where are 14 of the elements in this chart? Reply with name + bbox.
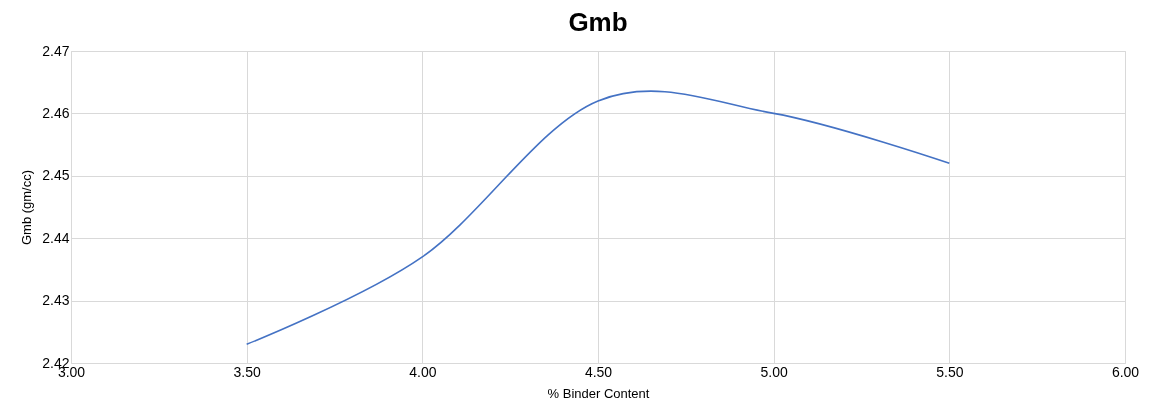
x-tick-label: 3.50 [233,363,261,380]
x-tick-label: 6.00 [1111,363,1140,380]
y-axis-title: Gmb (gm/cc) [19,169,35,246]
x-tick-label: 4.50 [584,363,613,380]
x-tick-label: 5.00 [760,363,788,380]
y-tick-label: 2.46 [42,104,70,121]
x-axis-title: % Binder Content [547,385,650,401]
y-tick-label: 2.47 [42,42,70,59]
x-tick-label: 4.00 [409,363,437,380]
y-tick-label: 2.44 [42,229,70,246]
y-tick-label: 2.43 [42,292,70,309]
y-tick-label: 2.45 [42,167,70,184]
x-tick-label: 5.50 [936,363,964,380]
chart-title: Gmb [568,7,628,37]
